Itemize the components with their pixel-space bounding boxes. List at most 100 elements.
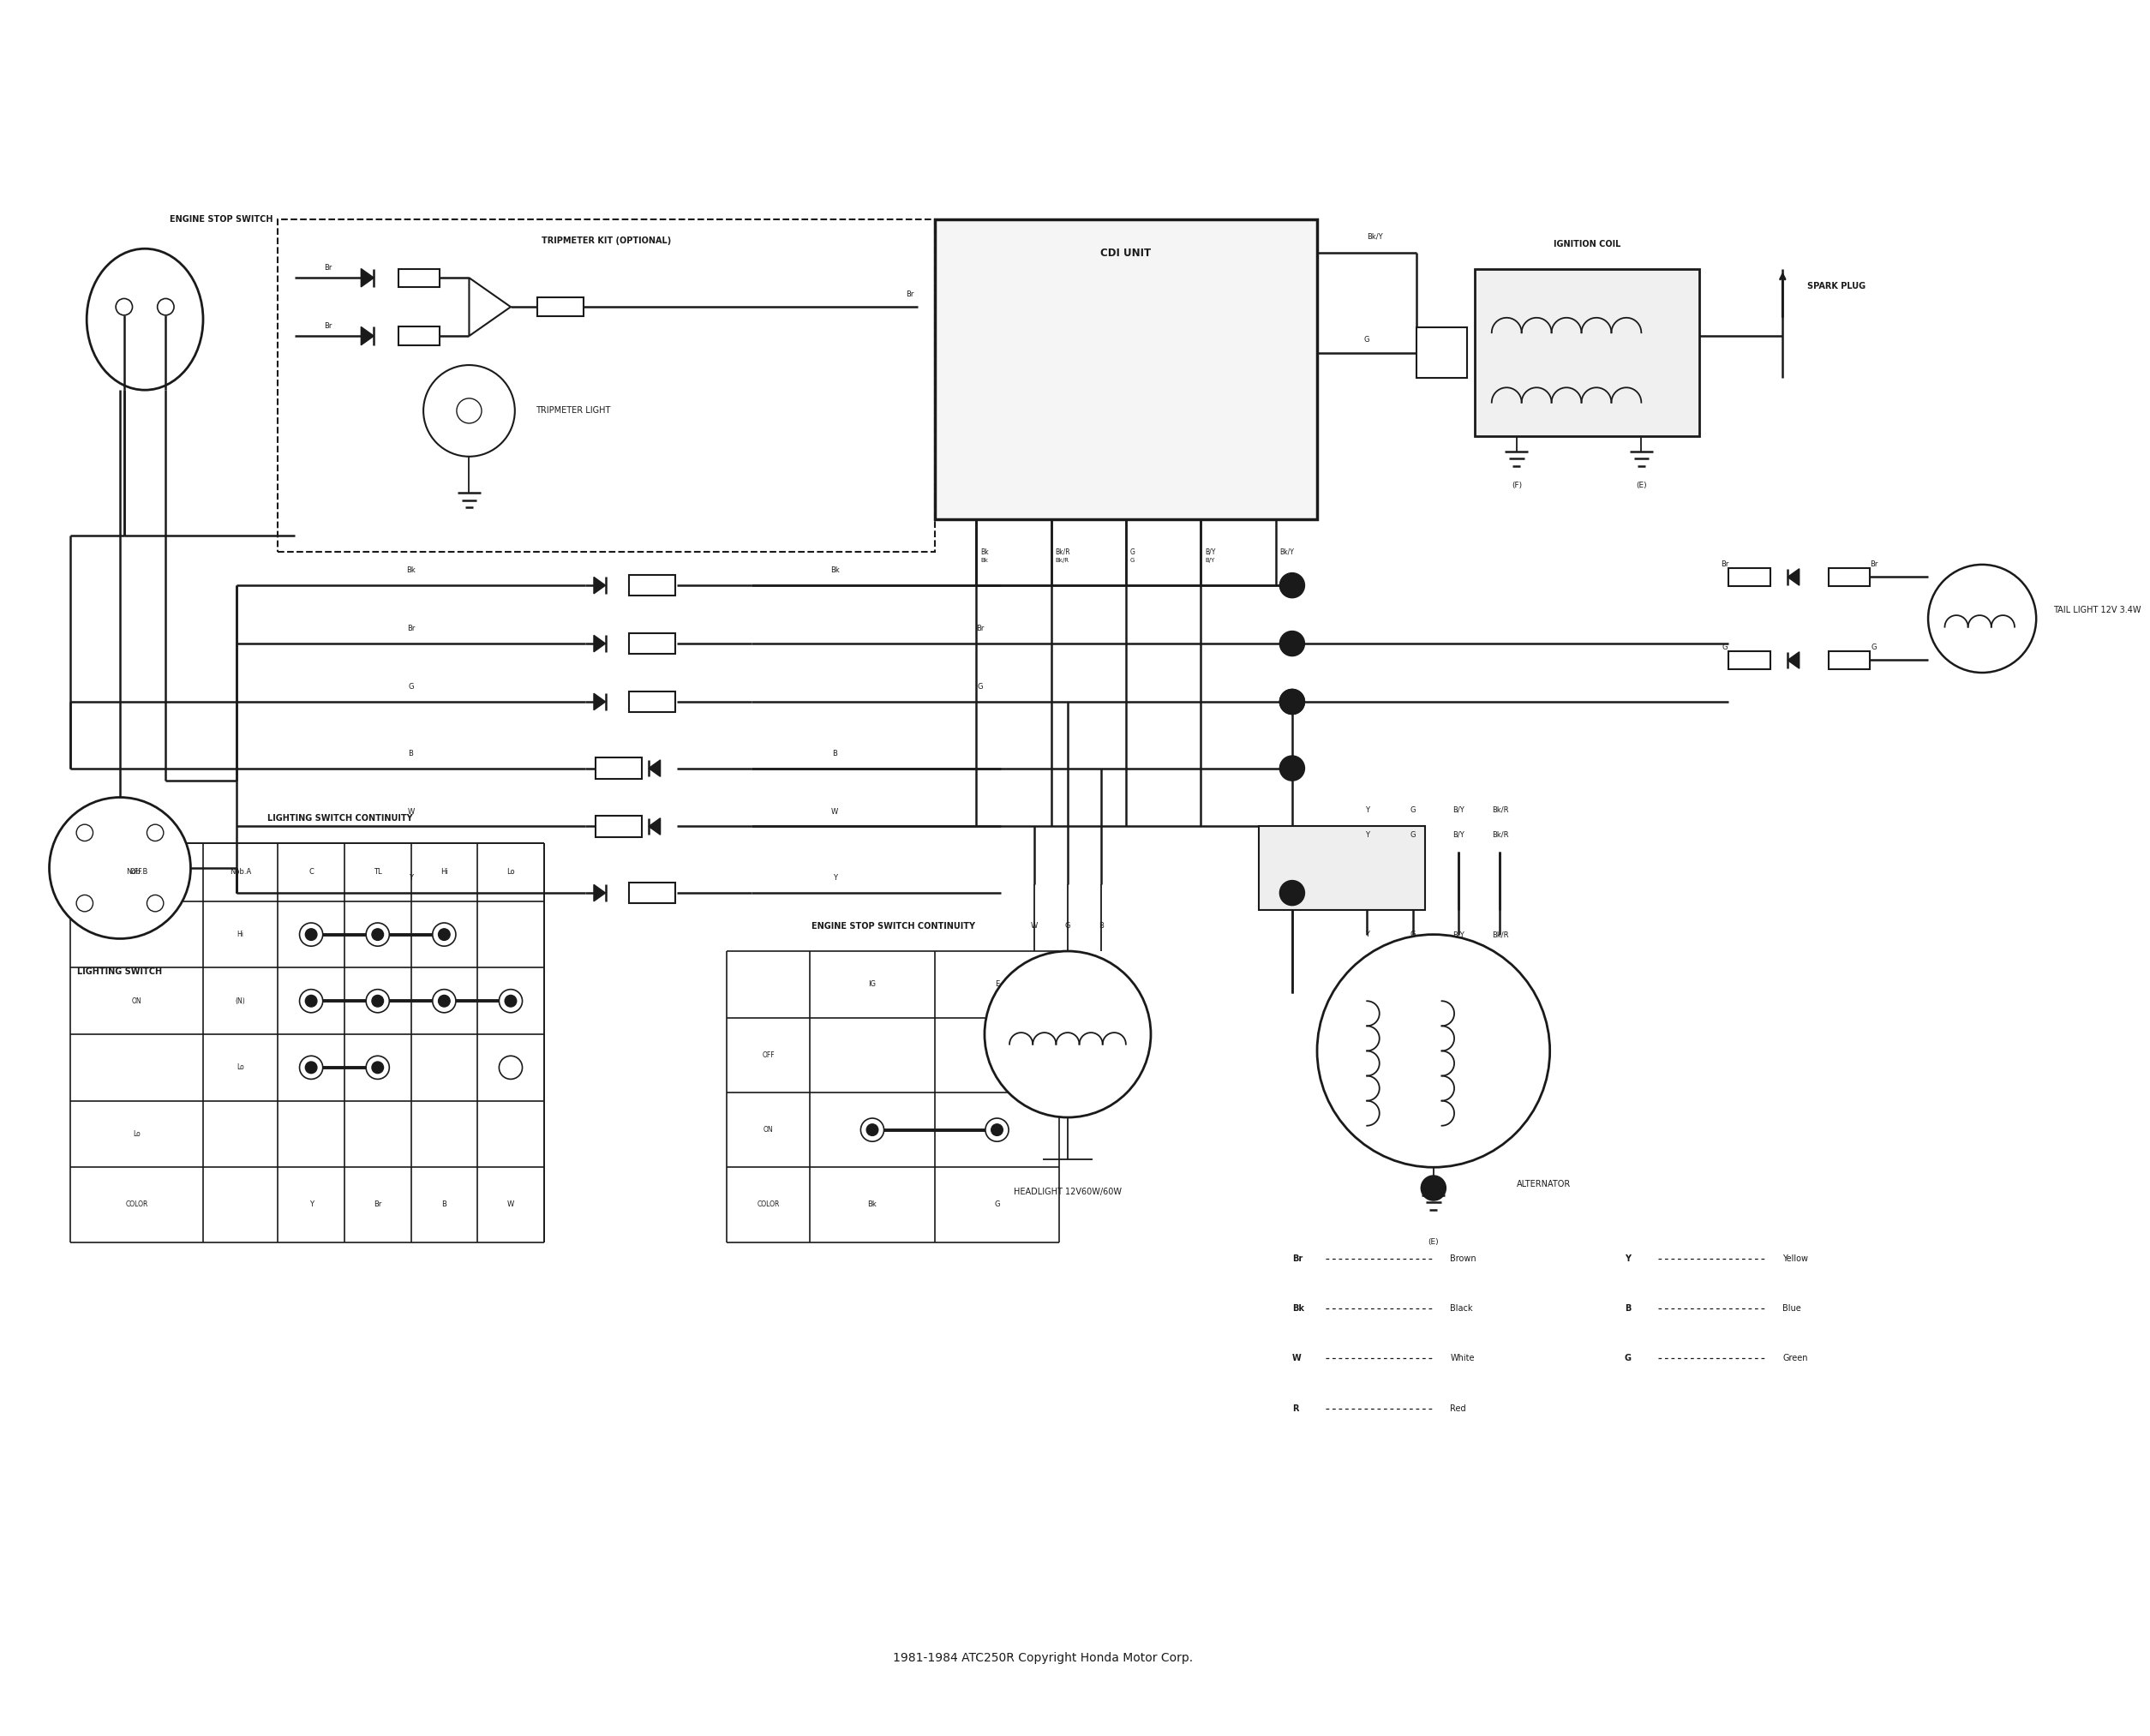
Circle shape	[146, 896, 163, 911]
Text: (E): (E)	[1428, 1238, 1438, 1246]
Text: B/Y: B/Y	[1204, 557, 1215, 562]
Text: Y: Y	[1365, 930, 1370, 939]
Text: Br: Br	[325, 323, 331, 330]
Circle shape	[1279, 880, 1305, 906]
Text: G: G	[1870, 644, 1877, 651]
Bar	[1417, 328, 1466, 377]
Circle shape	[985, 1118, 1008, 1142]
Bar	[1729, 651, 1769, 670]
Circle shape	[305, 995, 316, 1007]
Text: B/Y: B/Y	[1453, 806, 1464, 814]
Circle shape	[424, 365, 514, 457]
Text: G: G	[1722, 644, 1726, 651]
Polygon shape	[361, 326, 374, 345]
Text: B: B	[441, 1201, 447, 1208]
Text: Bk: Bk	[1292, 1304, 1305, 1312]
Text: Bk: Bk	[830, 566, 839, 575]
Text: ON: ON	[131, 996, 142, 1005]
Text: Nob.B: Nob.B	[125, 868, 148, 877]
Bar	[935, 219, 1318, 519]
Text: Y: Y	[310, 1201, 314, 1208]
Circle shape	[77, 896, 92, 911]
Text: G: G	[1365, 337, 1370, 344]
Text: LIGHTING SWITCH: LIGHTING SWITCH	[77, 967, 163, 976]
Text: COLOR: COLOR	[125, 1201, 148, 1208]
Text: Red: Red	[1449, 1404, 1466, 1413]
Text: Bk/R: Bk/R	[1492, 806, 1509, 814]
Text: OFF: OFF	[761, 1052, 774, 1059]
Text: Br: Br	[406, 625, 415, 632]
Text: TRIPMETER LIGHT: TRIPMETER LIGHT	[535, 406, 611, 415]
Ellipse shape	[86, 248, 202, 391]
Circle shape	[305, 1062, 316, 1073]
Text: ENGINE STOP SWITCH CONTINUITY: ENGINE STOP SWITCH CONTINUITY	[811, 922, 974, 930]
Circle shape	[1279, 689, 1305, 713]
Text: Br: Br	[1720, 561, 1729, 568]
Polygon shape	[593, 635, 606, 651]
Text: SPARK PLUG: SPARK PLUG	[1808, 281, 1866, 290]
Text: C: C	[310, 868, 314, 877]
Text: Br: Br	[325, 264, 331, 271]
Circle shape	[366, 924, 389, 946]
Text: Bk/R: Bk/R	[1492, 930, 1509, 939]
Polygon shape	[1787, 651, 1800, 668]
Text: W: W	[1292, 1354, 1301, 1363]
Text: B/Y: B/Y	[1453, 930, 1464, 939]
Circle shape	[366, 990, 389, 1012]
Text: Lo: Lo	[507, 868, 514, 877]
Text: CDI UNIT: CDI UNIT	[1101, 247, 1150, 259]
Text: IG: IG	[869, 981, 877, 988]
Bar	[630, 691, 675, 712]
Text: Bk/R: Bk/R	[1492, 832, 1509, 838]
Circle shape	[372, 995, 383, 1007]
Circle shape	[499, 1055, 522, 1080]
Text: ENGINE STOP SWITCH: ENGINE STOP SWITCH	[170, 215, 273, 224]
Text: Lo: Lo	[236, 1064, 245, 1071]
Text: Bk/R: Bk/R	[1056, 549, 1071, 556]
Text: Bk/R: Bk/R	[1056, 557, 1069, 562]
Text: TL: TL	[374, 868, 383, 877]
Text: G: G	[978, 682, 983, 691]
Polygon shape	[649, 818, 660, 835]
Text: Brown: Brown	[1449, 1255, 1477, 1264]
Text: (N): (N)	[236, 996, 245, 1005]
Text: (F): (F)	[1511, 483, 1522, 490]
Circle shape	[499, 990, 522, 1012]
Text: Y: Y	[1365, 806, 1370, 814]
Text: ON: ON	[763, 1127, 774, 1134]
Text: R: R	[1292, 1404, 1299, 1413]
Text: G: G	[1131, 549, 1135, 556]
Text: TRIPMETER KIT (OPTIONAL): TRIPMETER KIT (OPTIONAL)	[542, 236, 671, 245]
Text: Black: Black	[1449, 1304, 1473, 1312]
Bar	[1475, 269, 1698, 436]
Text: G: G	[1410, 806, 1415, 814]
Bar	[596, 816, 641, 837]
Bar	[1260, 826, 1425, 910]
Text: 1981-1984 ATC250R Copyright Honda Motor Corp.: 1981-1984 ATC250R Copyright Honda Motor …	[892, 1651, 1193, 1663]
Text: LIGHTING SWITCH CONTINUITY: LIGHTING SWITCH CONTINUITY	[267, 814, 413, 823]
Circle shape	[432, 990, 456, 1012]
Polygon shape	[649, 760, 660, 776]
Polygon shape	[1787, 569, 1800, 585]
Bar	[277, 219, 935, 552]
Text: (E): (E)	[1636, 483, 1647, 490]
Circle shape	[372, 929, 383, 941]
Text: Bk: Bk	[869, 1201, 877, 1208]
Circle shape	[991, 1123, 1002, 1135]
Text: W: W	[507, 1201, 514, 1208]
Text: G: G	[1064, 922, 1071, 930]
Text: B: B	[408, 750, 413, 757]
Circle shape	[77, 825, 92, 840]
Text: Hi: Hi	[236, 930, 243, 939]
Bar	[398, 269, 441, 286]
Text: Y: Y	[832, 875, 836, 882]
Text: W: W	[1030, 922, 1038, 930]
Text: Br: Br	[976, 625, 985, 632]
Text: Bk: Bk	[980, 557, 989, 562]
Text: G: G	[1410, 930, 1415, 939]
Circle shape	[439, 929, 449, 941]
Circle shape	[116, 299, 133, 316]
Text: COLOR: COLOR	[757, 1201, 780, 1208]
Circle shape	[146, 825, 163, 840]
Circle shape	[432, 924, 456, 946]
